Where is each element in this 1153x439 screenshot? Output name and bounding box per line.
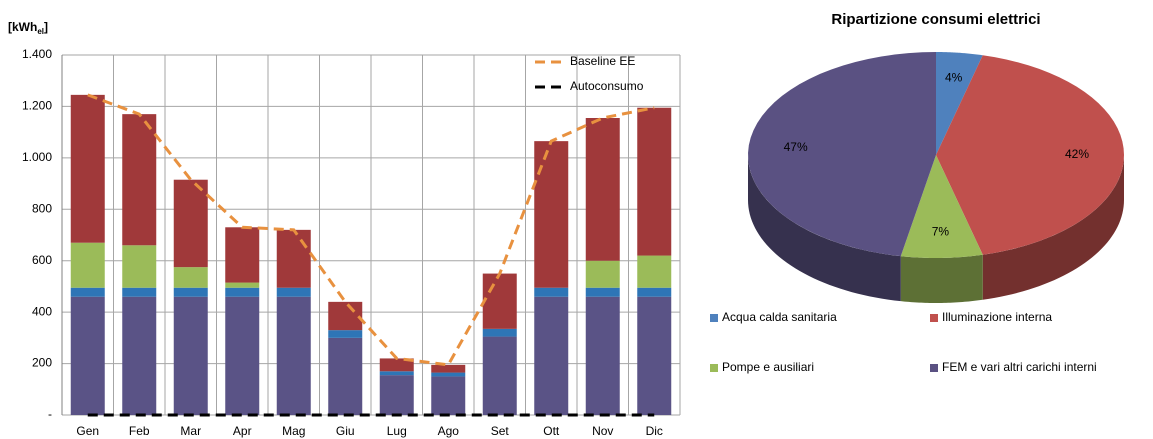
legend-label: Baseline EE <box>570 54 635 68</box>
bar-segment <box>122 114 157 246</box>
bar-segment <box>225 296 260 415</box>
legend-label: FEM e vari altri carichi interni <box>942 360 1097 374</box>
bar-segment <box>70 242 105 288</box>
legend-label: Pompe e ausiliari <box>722 360 814 374</box>
bar-segment <box>122 296 157 415</box>
y-tick-label: 600 <box>32 253 52 267</box>
bar-segment <box>173 179 208 268</box>
legend-swatch <box>930 364 938 372</box>
bar-segment <box>70 94 105 243</box>
bar-segment <box>173 296 208 415</box>
pie-slice <box>748 52 936 257</box>
bar-segment <box>637 107 672 256</box>
x-tick-label: Mag <box>282 424 305 438</box>
y-tick-label: 1.000 <box>22 150 52 164</box>
bar-segment <box>534 141 569 288</box>
legend-label: Illuminazione interna <box>942 310 1052 324</box>
data-label: 7% <box>932 224 950 238</box>
legend-label: Acqua calda sanitaria <box>722 310 837 324</box>
bar-segment <box>276 287 311 297</box>
x-tick-label: Lug <box>387 424 407 438</box>
bar-segment <box>173 287 208 297</box>
x-tick-label: Apr <box>233 424 252 438</box>
bar-segment <box>637 296 672 415</box>
y-label-sub: el <box>37 27 44 36</box>
bar-segment <box>225 227 260 283</box>
bar-segment <box>482 328 517 337</box>
bar-segment <box>379 371 414 376</box>
y-label-main: [kWh <box>8 20 37 34</box>
bar-segment <box>276 229 311 288</box>
y-axis-label: [kWhel] <box>8 20 48 36</box>
pie-title: Ripartizione consumi elettrici <box>831 11 1040 28</box>
bar-segment <box>328 330 363 338</box>
bar-segment <box>122 245 157 288</box>
bar-segment <box>637 255 672 288</box>
pie-slice <box>936 52 983 155</box>
bar-segment <box>637 287 672 297</box>
bar-segment <box>122 287 157 297</box>
bar-segment <box>585 260 620 288</box>
pie-slice <box>900 155 983 258</box>
bar-segment <box>431 372 466 377</box>
y-tick-label: 1.200 <box>22 99 52 113</box>
bar-segment <box>379 358 414 372</box>
line-series <box>87 93 655 367</box>
bar-segment <box>70 296 105 415</box>
x-tick-label: Gen <box>76 424 99 438</box>
pie-side <box>982 155 1124 300</box>
bar-segment <box>482 336 517 415</box>
x-tick-label: Set <box>491 424 510 438</box>
x-tick-label: Feb <box>129 424 150 438</box>
bar-segment <box>431 364 466 373</box>
bar-segment <box>225 287 260 297</box>
bar-segment <box>585 287 620 297</box>
bar-segment <box>225 282 260 288</box>
y-tick-label: 200 <box>32 356 52 370</box>
data-label: 47% <box>784 140 808 154</box>
legend-swatch <box>710 364 718 372</box>
pie-side <box>900 254 983 303</box>
bar-segment <box>379 375 414 415</box>
x-tick-label: Mar <box>180 424 201 438</box>
x-tick-label: Giu <box>336 424 355 438</box>
y-label-end: ] <box>44 20 48 34</box>
legend-swatch <box>710 314 718 322</box>
bar-segment <box>534 296 569 415</box>
y-tick-label: 800 <box>32 201 52 215</box>
x-tick-label: Dic <box>646 424 663 438</box>
bar-segment <box>585 118 620 261</box>
bar-segment <box>173 267 208 288</box>
bar-segment <box>70 287 105 297</box>
bar-segment <box>482 273 517 329</box>
bar-segment <box>276 296 311 415</box>
legend-swatch <box>930 314 938 322</box>
data-label: 4% <box>945 71 963 85</box>
x-tick-label: Ago <box>438 424 460 438</box>
pie-side <box>748 155 901 302</box>
x-tick-label: Ott <box>543 424 560 438</box>
y-tick-label: 400 <box>32 304 52 318</box>
bar-segment <box>534 287 569 297</box>
x-tick-label: Nov <box>592 424 613 438</box>
pie-slice <box>936 55 1124 255</box>
bar-segment <box>328 301 363 331</box>
data-label: 42% <box>1065 147 1089 161</box>
bar-segment <box>328 337 363 415</box>
legend-label: Autoconsumo <box>570 79 644 93</box>
y-tick-label: - <box>48 407 52 421</box>
bar-segment <box>431 376 466 415</box>
y-tick-label: 1.400 <box>22 47 52 61</box>
bar-segment <box>585 296 620 415</box>
